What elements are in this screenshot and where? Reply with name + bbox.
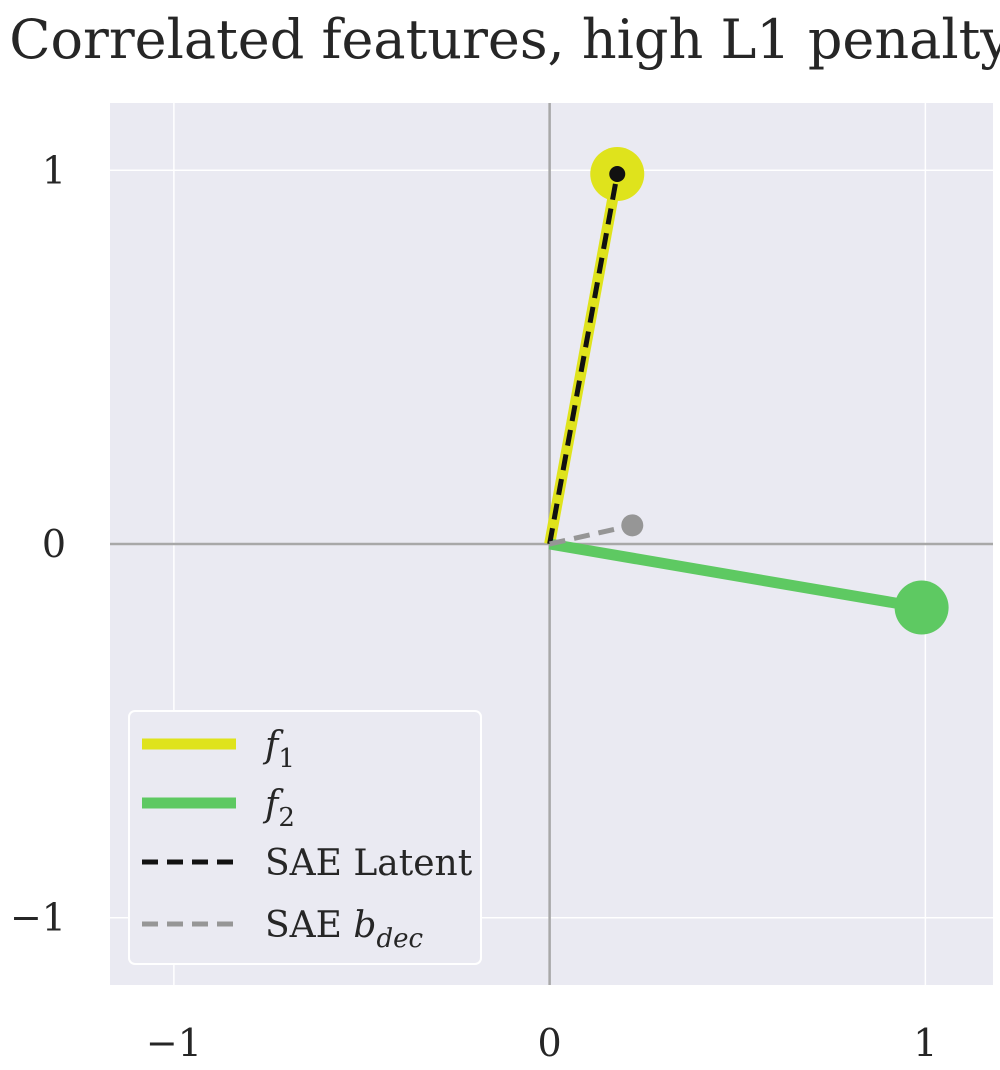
series-sae-b-dec-endpoint — [621, 514, 644, 537]
x-tick-label: 0 — [538, 1021, 562, 1065]
series-f2-endpoint — [894, 580, 949, 635]
series-sae-latent-endpoint — [609, 166, 626, 183]
legend-box — [128, 710, 482, 965]
y-tick-label: 1 — [42, 148, 66, 192]
x-tick-label: −1 — [146, 1021, 202, 1065]
legend-sae-latent-label: SAE Latent — [265, 843, 473, 884]
chart-title: Correlated features, high L1 penalty — [9, 8, 1000, 71]
y-tick-label: 0 — [42, 522, 66, 566]
tick-labels: −1 0 1 −1 0 1 — [10, 148, 937, 1065]
series-sae-latent-line — [547, 173, 620, 545]
series-sae-b-dec-line — [549, 522, 633, 547]
y-tick-label: −1 — [10, 896, 66, 940]
series-group — [544, 147, 949, 635]
series-f2-line — [548, 538, 923, 613]
x-tick-label: 1 — [913, 1021, 937, 1065]
